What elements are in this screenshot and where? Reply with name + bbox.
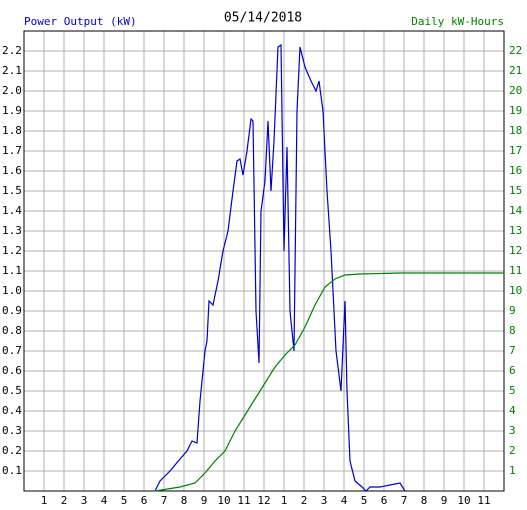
y-tick-label: 1.9 bbox=[2, 104, 22, 117]
y-tick-label: 1.5 bbox=[2, 184, 22, 197]
x-tick-label: 3 bbox=[81, 494, 88, 507]
x-tick-label: 7 bbox=[401, 494, 408, 507]
y-tick-label: 0.1 bbox=[2, 464, 22, 477]
y2-tick-label: 5 bbox=[509, 384, 516, 397]
y2-tick-label: 22 bbox=[509, 44, 522, 57]
y2-tick-label: 14 bbox=[509, 204, 523, 217]
y2-tick-label: 2 bbox=[509, 444, 516, 457]
x-tick-label: 5 bbox=[121, 494, 128, 507]
left-axis-title: Power Output (kW) bbox=[24, 15, 137, 28]
y2-tick-label: 1 bbox=[509, 464, 516, 477]
y-tick-label: 0.6 bbox=[2, 364, 22, 377]
y-tick-label: 2.1 bbox=[2, 64, 22, 77]
y-tick-label: 1.6 bbox=[2, 164, 22, 177]
series-line bbox=[154, 43, 406, 492]
y-tick-label: 1.3 bbox=[2, 224, 22, 237]
chart-title: 05/14/2018 bbox=[224, 11, 302, 26]
x-tick-label: 1 bbox=[41, 494, 48, 507]
x-tick-label: 12 bbox=[257, 494, 270, 507]
y2-tick-label: 7 bbox=[509, 344, 516, 357]
x-tick-label: 4 bbox=[341, 494, 348, 507]
y-tick-label: 0.5 bbox=[2, 384, 22, 397]
y2-tick-label: 13 bbox=[509, 224, 522, 237]
x-tick-label: 8 bbox=[421, 494, 428, 507]
y-tick-label: 0.9 bbox=[2, 304, 22, 317]
x-tick-label: 11 bbox=[477, 494, 490, 507]
x-tick-label: 5 bbox=[361, 494, 368, 507]
y2-tick-label: 18 bbox=[509, 124, 522, 137]
y2-tick-label: 12 bbox=[509, 244, 522, 257]
y2-tick-label: 21 bbox=[509, 64, 522, 77]
y-tick-label: 2.2 bbox=[2, 44, 22, 57]
x-tick-label: 11 bbox=[237, 494, 250, 507]
y-tick-label: 0.7 bbox=[2, 344, 22, 357]
y2-tick-label: 3 bbox=[509, 424, 516, 437]
y-tick-label: 1.7 bbox=[2, 144, 22, 157]
y2-tick-label: 20 bbox=[509, 84, 522, 97]
x-tick-label: 4 bbox=[101, 494, 108, 507]
y-tick-label: 0.8 bbox=[2, 324, 22, 337]
y-tick-label: 2.0 bbox=[2, 84, 22, 97]
y-tick-label: 0.3 bbox=[2, 424, 22, 437]
x-tick-label: 2 bbox=[301, 494, 308, 507]
x-tick-label: 10 bbox=[457, 494, 470, 507]
x-tick-label: 8 bbox=[181, 494, 188, 507]
x-tick-label: 6 bbox=[141, 494, 148, 507]
y-tick-label: 1.2 bbox=[2, 244, 22, 257]
x-tick-label: 2 bbox=[61, 494, 68, 507]
y2-tick-label: 4 bbox=[509, 404, 516, 417]
y2-tick-label: 19 bbox=[509, 104, 522, 117]
y2-tick-label: 15 bbox=[509, 184, 522, 197]
y2-tick-label: 17 bbox=[509, 144, 522, 157]
x-tick-label: 6 bbox=[381, 494, 388, 507]
y-tick-label: 0.2 bbox=[2, 444, 22, 457]
x-tick-label: 1 bbox=[281, 494, 288, 507]
y2-tick-label: 10 bbox=[509, 284, 522, 297]
y2-tick-label: 11 bbox=[509, 264, 522, 277]
x-tick-label: 7 bbox=[161, 494, 168, 507]
y2-tick-label: 8 bbox=[509, 324, 516, 337]
y-tick-label: 1.4 bbox=[2, 204, 22, 217]
y-tick-label: 1.0 bbox=[2, 284, 22, 297]
x-tick-label: 3 bbox=[321, 494, 328, 507]
y2-tick-label: 16 bbox=[509, 164, 522, 177]
series-line bbox=[154, 272, 504, 492]
x-tick-label: 9 bbox=[441, 494, 448, 507]
y2-tick-label: 9 bbox=[509, 304, 516, 317]
x-tick-label: 9 bbox=[201, 494, 208, 507]
y-tick-label: 1.1 bbox=[2, 264, 22, 277]
x-tick-label: 10 bbox=[217, 494, 230, 507]
right-axis-title: Daily kW-Hours bbox=[411, 15, 504, 28]
y2-tick-label: 6 bbox=[509, 364, 516, 377]
y-tick-label: 0.4 bbox=[2, 404, 22, 417]
plot-frame bbox=[23, 30, 505, 492]
y-tick-label: 1.8 bbox=[2, 124, 22, 137]
